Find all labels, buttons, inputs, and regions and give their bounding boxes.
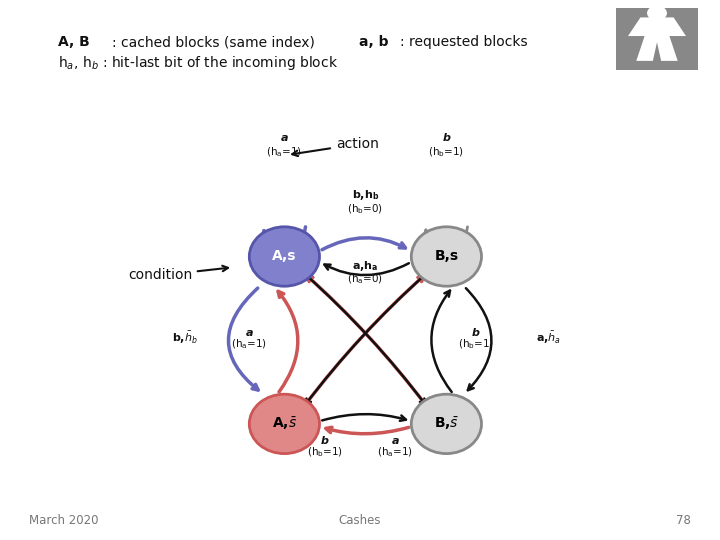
Text: 78: 78 xyxy=(676,514,691,526)
Text: (h$_\mathregular{a}$=1): (h$_\mathregular{a}$=1) xyxy=(266,146,302,159)
Text: a, b: a, b xyxy=(359,35,388,49)
Circle shape xyxy=(647,5,667,21)
Text: (h$_\mathregular{a}$=1): (h$_\mathregular{a}$=1) xyxy=(377,446,413,459)
Text: (h$_\mathregular{a}$=0): (h$_\mathregular{a}$=0) xyxy=(348,273,383,286)
Text: b,h$_\mathregular{b}$: b,h$_\mathregular{b}$ xyxy=(351,188,379,202)
Text: A,$\bar{s}$: A,$\bar{s}$ xyxy=(272,415,297,433)
Ellipse shape xyxy=(411,394,482,454)
Text: (h$_\mathregular{b}$=1): (h$_\mathregular{b}$=1) xyxy=(428,146,464,159)
Text: b: b xyxy=(321,435,329,445)
Polygon shape xyxy=(628,17,686,61)
Text: (h$_\mathregular{b}$=1): (h$_\mathregular{b}$=1) xyxy=(458,338,494,351)
Text: b: b xyxy=(472,327,480,338)
Text: condition: condition xyxy=(128,266,228,282)
Text: a: a xyxy=(281,133,288,143)
Text: (h$_\mathregular{a}$=1): (h$_\mathregular{a}$=1) xyxy=(231,338,267,351)
Text: B,$\bar{s}$: B,$\bar{s}$ xyxy=(434,415,459,433)
Text: (h$_\mathregular{b}$=0): (h$_\mathregular{b}$=0) xyxy=(347,202,384,216)
Text: a: a xyxy=(392,435,399,445)
Text: A, B: A, B xyxy=(58,35,89,49)
Text: b: b xyxy=(442,133,451,143)
Text: action: action xyxy=(292,137,379,156)
Text: : requested blocks: : requested blocks xyxy=(400,35,527,49)
Text: A,s: A,s xyxy=(272,249,297,264)
Ellipse shape xyxy=(249,394,320,454)
Text: B,s: B,s xyxy=(434,249,459,264)
Text: a,$\bar{h}_a$: a,$\bar{h}_a$ xyxy=(536,329,561,346)
Text: b,$\bar{h}_b$: b,$\bar{h}_b$ xyxy=(171,329,197,346)
Ellipse shape xyxy=(249,227,320,286)
Text: h$_a$, h$_b$ : hit-last bit of the incoming block: h$_a$, h$_b$ : hit-last bit of the incom… xyxy=(58,54,338,72)
Ellipse shape xyxy=(411,227,482,286)
Text: (h$_\mathregular{b}$=1): (h$_\mathregular{b}$=1) xyxy=(307,446,343,459)
Text: a,h$_\mathregular{a}$: a,h$_\mathregular{a}$ xyxy=(352,259,379,273)
Text: Cashes: Cashes xyxy=(338,514,382,526)
Text: a: a xyxy=(246,327,253,338)
Text: : cached blocks (same index): : cached blocks (same index) xyxy=(112,35,328,49)
Text: March 2020: March 2020 xyxy=(29,514,99,526)
FancyBboxPatch shape xyxy=(616,8,698,70)
